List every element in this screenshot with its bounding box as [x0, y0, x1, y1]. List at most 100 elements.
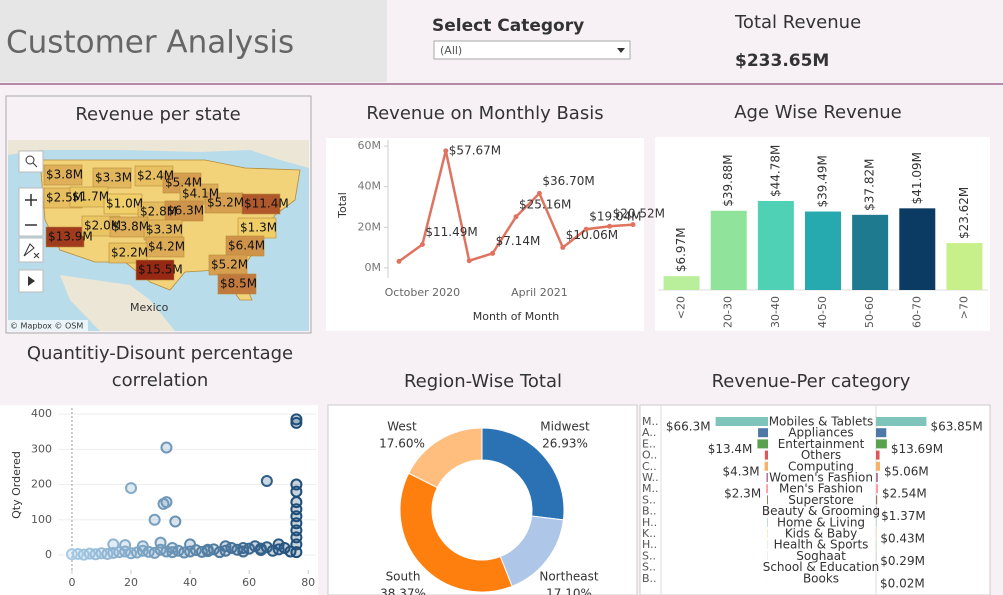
- point: [169, 515, 182, 528]
- bar-right: [876, 450, 880, 460]
- point: [630, 222, 636, 228]
- state-label: $2.5M: [46, 191, 83, 205]
- slice-name: South: [386, 570, 421, 584]
- bar-right: [876, 461, 880, 471]
- bar-left: [766, 484, 768, 494]
- map-search[interactable]: [18, 150, 44, 173]
- data-label: $20.52M: [613, 207, 665, 221]
- point: [201, 543, 214, 556]
- point: [119, 539, 132, 552]
- state-label: $1.3M: [240, 221, 277, 235]
- state-label: $2.0M: [84, 219, 121, 233]
- bar: [663, 276, 700, 290]
- state: [217, 273, 257, 295]
- point: [148, 513, 161, 526]
- bar-right: [876, 439, 887, 449]
- kpi-value: $233.65M: [735, 51, 829, 71]
- map-controls: [18, 150, 44, 293]
- category-label: Health & Sports: [774, 538, 869, 552]
- point: [419, 242, 425, 248]
- data-label: $5.06M: [884, 464, 929, 478]
- category-label: Men's Fashion: [779, 482, 863, 496]
- state-label: $2.4M: [137, 169, 174, 183]
- point: [272, 538, 285, 551]
- row-header: E..: [642, 437, 656, 450]
- point: [260, 475, 273, 488]
- data-label: $63.85M: [930, 420, 982, 434]
- row-header: S..: [642, 561, 656, 574]
- state-label: $3.3M: [95, 171, 132, 185]
- bar-right: [876, 428, 887, 438]
- category-label: Beauty & Grooming: [762, 504, 880, 518]
- y-tick-label: 0M: [365, 261, 382, 274]
- x-tick-label: <20: [675, 296, 688, 319]
- state-label: $6.3M: [167, 204, 204, 218]
- data-label: $36.70M: [542, 174, 594, 188]
- category-label: Entertainment: [778, 437, 865, 451]
- state-label: $1.7M: [72, 190, 109, 204]
- bar-left: [764, 450, 768, 460]
- state-label: $4.2M: [148, 240, 185, 254]
- data-label: $0.02M: [880, 576, 925, 590]
- point: [290, 416, 303, 429]
- map-panel: [5, 95, 312, 334]
- x-tick-label: 80: [301, 576, 315, 589]
- data-label: $37.82M: [863, 158, 877, 210]
- data-label: $13.4M: [708, 442, 753, 456]
- x-tick-label: 60: [242, 576, 256, 589]
- data-label: $19.04M: [589, 210, 641, 224]
- bar-right: [876, 495, 878, 505]
- state: [108, 242, 148, 264]
- bar-right: [876, 473, 878, 482]
- data-label: $41.09M: [910, 152, 924, 204]
- point: [290, 485, 303, 498]
- bar-left: [764, 461, 768, 471]
- x-tick-label: 40: [183, 576, 197, 589]
- row-header: M..: [642, 482, 658, 495]
- state-label: $5.4M: [165, 176, 202, 190]
- filter-dropdown[interactable]: [433, 40, 631, 60]
- point: [166, 541, 179, 554]
- state-label: $4.1M: [182, 187, 219, 201]
- y-tick-label: 40M: [358, 180, 382, 193]
- point: [157, 497, 170, 510]
- line-panel: [326, 138, 644, 331]
- state-label: $15.5M: [138, 263, 183, 277]
- data-label: $0.29M: [880, 554, 925, 568]
- donut-slice: [399, 472, 513, 593]
- bar-left: [766, 473, 768, 482]
- data-label: $66.3M: [666, 420, 711, 434]
- point: [125, 482, 138, 495]
- state-label: $3.8M: [112, 220, 149, 234]
- category-label: Superstore: [788, 493, 854, 507]
- point: [560, 244, 566, 250]
- state-label: $8.5M: [220, 277, 257, 291]
- line-title: Revenue on Monthly Basis: [366, 103, 603, 124]
- data-label: $7.14M: [496, 234, 541, 248]
- row-header: H..: [642, 516, 657, 529]
- data-label: $11.49M: [425, 225, 477, 239]
- icon: [23, 243, 40, 259]
- bar-left: [715, 417, 768, 426]
- data-label: $13.69M: [891, 442, 943, 456]
- data-label: $57.67M: [449, 143, 501, 157]
- scatter-title: correlation: [112, 370, 209, 391]
- point: [160, 441, 173, 454]
- data-label: $10.06M: [566, 228, 618, 242]
- x-tick-label: 60-70: [910, 296, 923, 328]
- row-header: B..: [642, 505, 657, 518]
- point: [148, 546, 161, 559]
- slice-name: West: [387, 420, 417, 434]
- slice-label: 38.37%: [380, 587, 426, 595]
- category-label: Women's Fashion: [769, 471, 873, 485]
- y-tick-label: 20M: [358, 220, 382, 233]
- bar-left: [757, 439, 768, 449]
- icon: [32, 162, 38, 168]
- point: [237, 545, 250, 558]
- data-label: $6.97M: [674, 227, 688, 272]
- y-tick-label: 300: [31, 442, 52, 455]
- bar: [757, 201, 794, 290]
- category-label: Appliances: [788, 426, 853, 440]
- map-attribution: © Mapbox © OSM: [10, 322, 83, 331]
